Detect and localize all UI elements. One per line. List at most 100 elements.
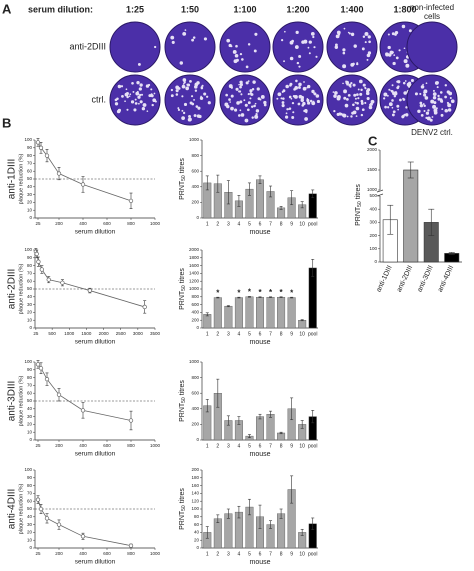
bar — [266, 296, 275, 329]
y-tick-label: 70 — [27, 161, 33, 166]
plaque — [177, 107, 180, 110]
y-tick-label: 600 — [191, 390, 199, 395]
significance-star: * — [290, 288, 294, 297]
plaque — [394, 30, 399, 35]
plaque — [383, 97, 386, 100]
plaque — [134, 98, 137, 101]
x-axis-label: mouse — [249, 229, 270, 236]
plaque — [250, 93, 254, 96]
data-point — [38, 145, 44, 150]
y-tick-label: 800 — [191, 294, 199, 299]
plaque — [179, 61, 184, 65]
plaque — [358, 79, 363, 84]
plate — [272, 74, 324, 126]
plaque — [333, 94, 337, 98]
data-point — [38, 366, 44, 371]
plaque — [239, 80, 243, 84]
plaque — [405, 63, 410, 68]
error-bar — [279, 431, 283, 435]
error-bar — [311, 259, 315, 277]
error-bar — [205, 526, 209, 539]
significance-star: * — [237, 288, 241, 297]
plaque — [383, 92, 388, 97]
plaque — [339, 112, 343, 116]
plaque — [153, 92, 156, 95]
x-tick-label: 10 — [299, 443, 305, 449]
plaque — [425, 82, 428, 85]
plate — [406, 21, 458, 73]
plaque — [316, 99, 321, 104]
plaque — [182, 31, 187, 36]
plaque — [230, 86, 233, 89]
bar — [224, 513, 233, 549]
plaque — [396, 104, 400, 108]
plaque — [285, 84, 289, 89]
plaque — [446, 101, 450, 105]
plaque — [437, 94, 440, 98]
plaque — [120, 85, 124, 88]
plaque — [436, 86, 439, 89]
plaque — [288, 108, 290, 110]
error-bar — [237, 296, 241, 299]
data-point — [34, 251, 39, 257]
row-label: ctrl. — [92, 94, 107, 104]
plaque — [254, 102, 257, 105]
plaque — [185, 86, 190, 91]
y-tick-label: 100 — [24, 467, 32, 472]
y-tick-label: 20 — [27, 200, 33, 205]
plaque — [154, 100, 157, 103]
error-bar — [269, 296, 273, 298]
plaque — [312, 35, 315, 39]
plaque — [370, 99, 375, 104]
x-axis-label: mouse — [249, 559, 270, 566]
y-tick-label: 80 — [27, 153, 33, 158]
plaque — [402, 97, 405, 100]
y-tick-label: 20 — [27, 422, 33, 427]
plaque — [291, 101, 295, 105]
plaque — [417, 109, 421, 113]
plaque — [440, 100, 444, 103]
y-tick-label: 1000 — [189, 286, 200, 291]
plaque — [206, 95, 209, 98]
plaque — [116, 97, 119, 101]
x-tick-label: 3000 — [133, 331, 144, 336]
plaque — [197, 106, 201, 110]
x-tick-label: 9 — [290, 551, 293, 557]
data-line — [37, 364, 132, 421]
plaque — [255, 113, 258, 116]
plaque — [403, 113, 406, 116]
significance-star: * — [248, 288, 252, 297]
y-tick-label: 0 — [196, 545, 199, 550]
plaque — [342, 113, 347, 118]
plaque — [391, 84, 394, 87]
x-tick-label: 400 — [79, 221, 87, 226]
plaque — [234, 53, 239, 58]
plaque — [422, 103, 425, 105]
plaque — [235, 44, 238, 48]
plaque — [239, 83, 243, 87]
plaque — [294, 45, 299, 49]
row-label: anti-1DIII — [7, 159, 18, 200]
plaque — [294, 86, 299, 90]
y-tick-label: 60 — [194, 522, 200, 527]
plaque — [432, 96, 437, 100]
error-bar — [226, 508, 230, 519]
x-tick-label: 8 — [280, 331, 283, 337]
y-axis-label: PRNT50titres — [179, 268, 187, 310]
plaque — [303, 39, 308, 44]
plaque — [403, 91, 407, 95]
plaque — [420, 85, 425, 89]
plaque — [362, 35, 366, 38]
plaque — [309, 99, 313, 103]
y-tick-label: 50 — [27, 398, 33, 403]
plaque — [366, 53, 371, 58]
x-tick-label: 2 — [216, 331, 219, 337]
x-tick-label: 7 — [269, 221, 272, 227]
error-bar — [279, 296, 283, 298]
plaque — [310, 31, 315, 36]
plaque — [150, 94, 154, 98]
error-bar — [300, 319, 304, 322]
plaque — [357, 97, 360, 100]
